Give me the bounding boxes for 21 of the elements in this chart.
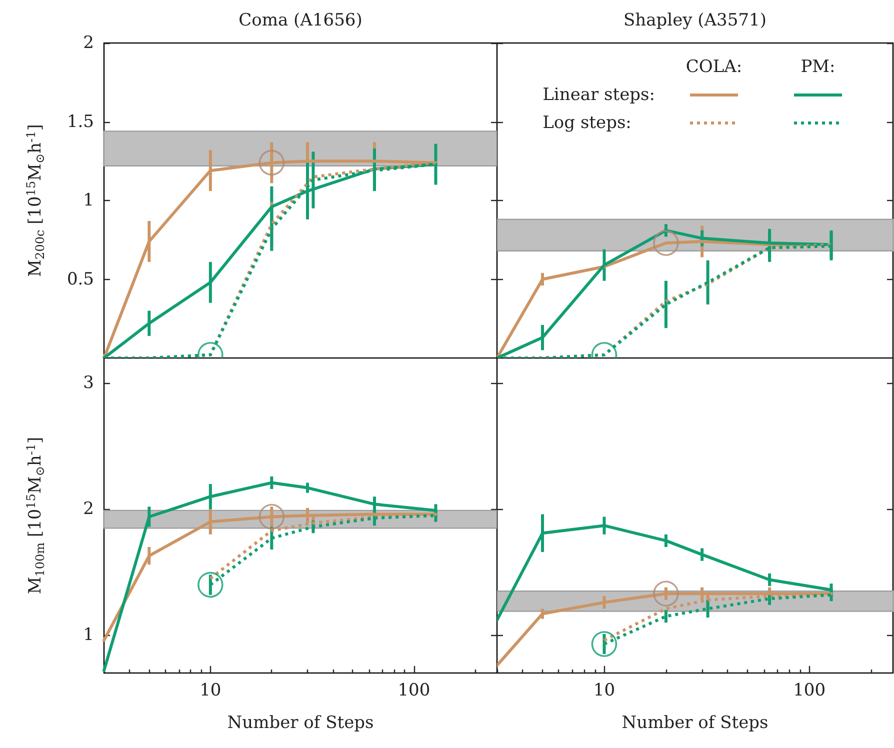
text: M200c [1015M⊙h-1] (24, 124, 47, 277)
chart-title: Coma (A1656) (238, 10, 362, 30)
y-tick-label: 2 (83, 499, 94, 520)
x-tick-label: 10 (593, 680, 616, 700)
annotation: PM: (800, 57, 836, 77)
annotation: Linear steps: (542, 85, 655, 105)
y-tick-label: 1.5 (66, 112, 94, 132)
y-tick-label: 0.5 (66, 269, 94, 290)
y-tick-label: 3 (83, 373, 94, 394)
chart-title: Shapley (A3571) (624, 10, 766, 30)
x-tick-label: 10 (200, 680, 222, 700)
annotation: COLA: (684, 57, 744, 77)
text: M100m [1015M⊙h-1] (24, 436, 47, 594)
y-tick-label: 1 (83, 190, 94, 210)
x-tick-label: 100 (793, 680, 826, 700)
x-axis-title: Number of Steps (227, 713, 374, 733)
y-tick-label: 2 (83, 33, 94, 53)
y-tick-label: 1 (83, 625, 94, 646)
annotation: Log steps: (542, 113, 632, 133)
x-axis-title: Number of Steps (622, 713, 768, 733)
x-tick-label: 100 (398, 680, 430, 700)
